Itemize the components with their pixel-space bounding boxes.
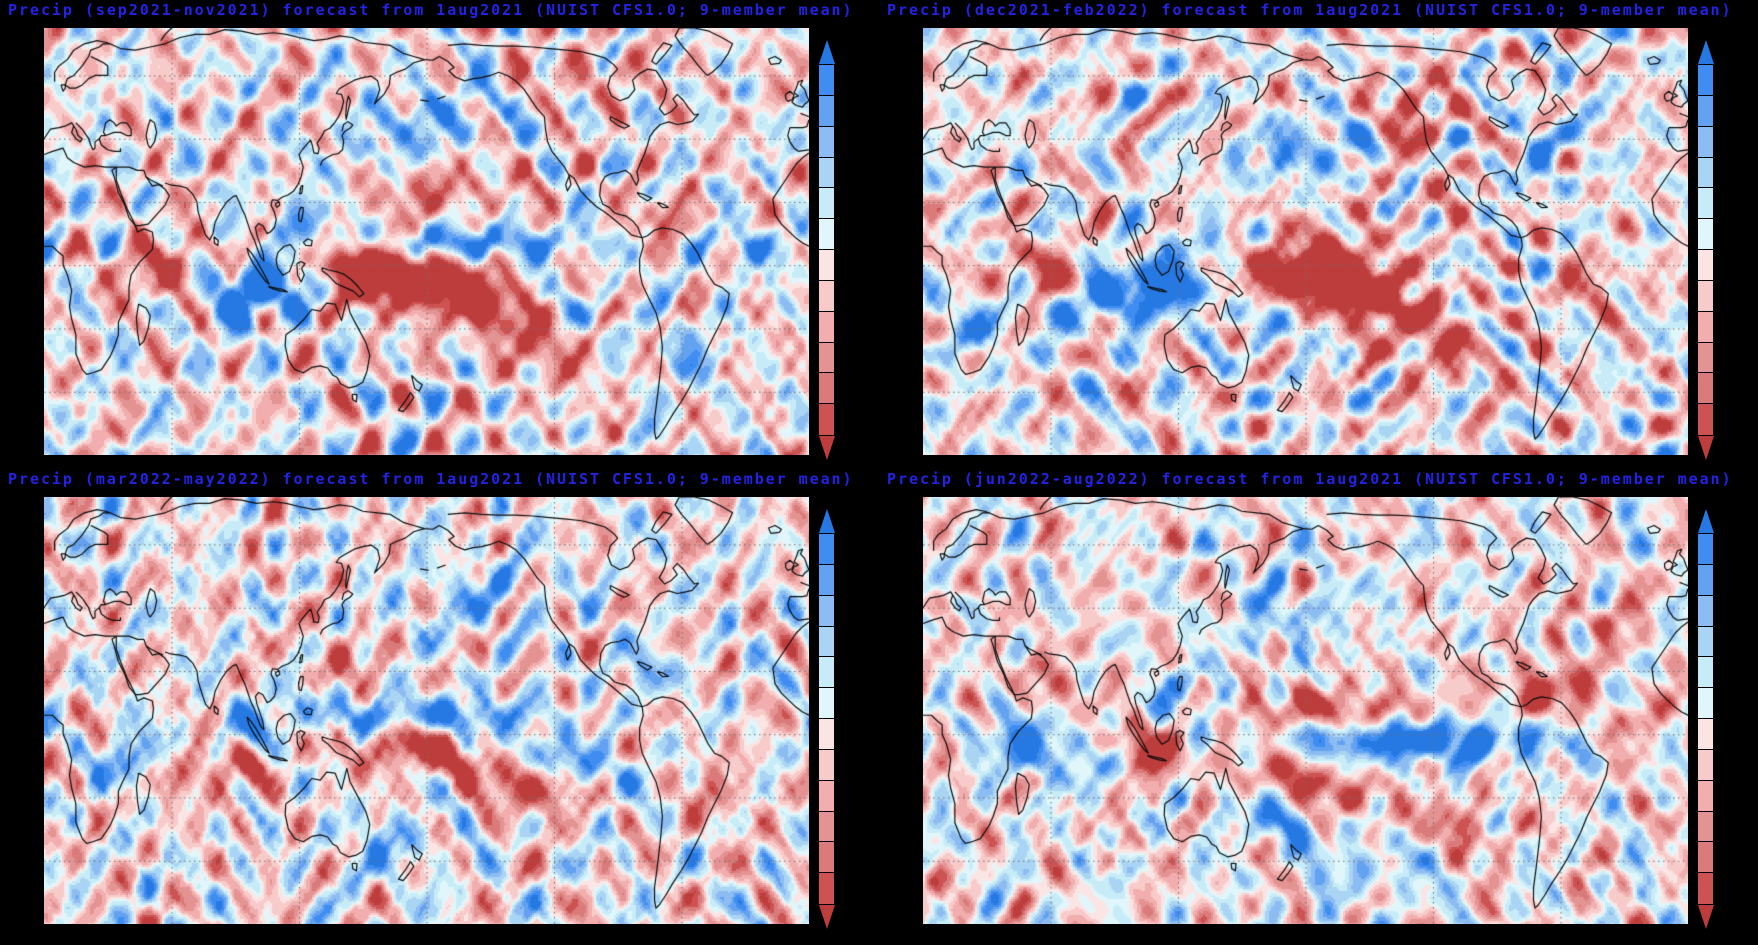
panel-title-son2021: Precip (sep2021-nov2021) forecast from 1… (8, 1, 854, 19)
colorbar-segments (818, 64, 835, 436)
map-canvas-djf2021 (923, 28, 1688, 455)
colorbar-segments (1697, 64, 1714, 436)
colorbar-up-arrow (1697, 509, 1714, 533)
map-canvas-jja2022 (923, 497, 1688, 924)
panel-mam2022: Precip (mar2022-may2022) forecast from 1… (0, 469, 879, 945)
colorbar-segments (1697, 533, 1714, 905)
panel-title-mam2022: Precip (mar2022-may2022) forecast from 1… (8, 470, 854, 488)
panel-title-jja2022: Precip (jun2022-aug2022) forecast from 1… (887, 470, 1733, 488)
colorbar-up-arrow (1697, 40, 1714, 64)
map-canvas-mam2022 (44, 497, 809, 924)
panel-son2021: Precip (sep2021-nov2021) forecast from 1… (0, 0, 879, 469)
panel-djf2021: Precip (dec2021-feb2022) forecast from 1… (879, 0, 1758, 469)
colorbar-down-arrow (818, 905, 835, 929)
colorbar-mam2022 (818, 509, 835, 929)
colorbar-son2021 (818, 40, 835, 460)
colorbar-djf2021 (1697, 40, 1714, 460)
panel-jja2022: Precip (jun2022-aug2022) forecast from 1… (879, 469, 1758, 945)
colorbar-down-arrow (818, 436, 835, 460)
map-canvas-son2021 (44, 28, 809, 455)
colorbar-segments (818, 533, 835, 905)
colorbar-up-arrow (818, 40, 835, 64)
colorbar-up-arrow (818, 509, 835, 533)
panel-title-djf2021: Precip (dec2021-feb2022) forecast from 1… (887, 1, 1733, 19)
colorbar-jja2022 (1697, 509, 1714, 929)
colorbar-down-arrow (1697, 905, 1714, 929)
colorbar-down-arrow (1697, 436, 1714, 460)
